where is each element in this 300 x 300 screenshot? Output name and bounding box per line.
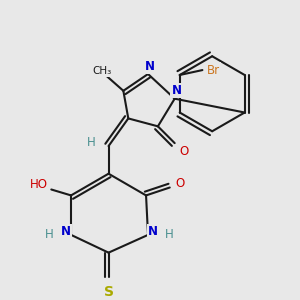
Text: O: O	[175, 177, 184, 190]
Text: H: H	[86, 136, 95, 148]
Text: CH₃: CH₃	[92, 66, 111, 76]
Text: HO: HO	[29, 178, 47, 191]
Text: N: N	[172, 84, 182, 97]
Text: H: H	[45, 228, 54, 242]
Text: O: O	[179, 146, 188, 158]
Text: N: N	[61, 225, 71, 239]
Text: S: S	[103, 285, 113, 299]
Text: N: N	[145, 60, 155, 73]
Text: H: H	[165, 228, 174, 242]
Text: N: N	[148, 225, 158, 239]
Text: Br: Br	[207, 64, 220, 76]
